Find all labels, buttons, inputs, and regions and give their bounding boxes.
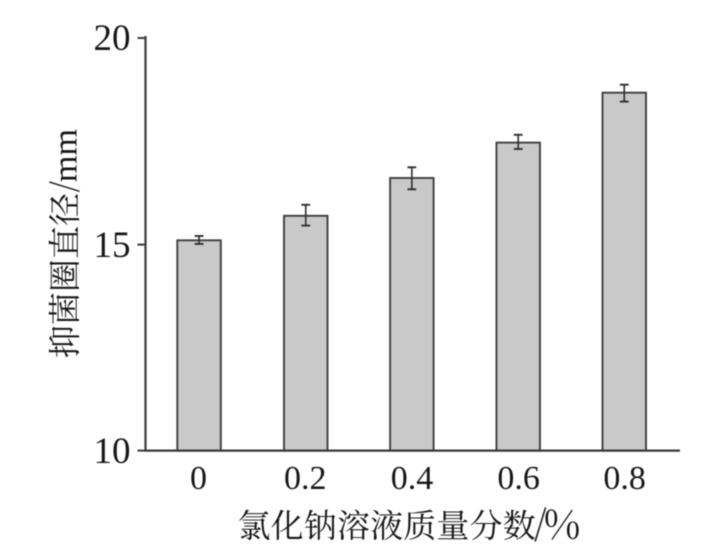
svg-text:0.8: 0.8 [603, 460, 646, 497]
svg-text:0.4: 0.4 [391, 460, 434, 497]
svg-text:10: 10 [94, 431, 131, 472]
svg-text:0: 0 [190, 460, 207, 497]
svg-text:15: 15 [94, 225, 131, 266]
svg-text:0.6: 0.6 [497, 460, 540, 497]
svg-text:20: 20 [94, 18, 131, 59]
svg-text:0.2: 0.2 [284, 460, 327, 497]
svg-text:mm: mm [47, 129, 85, 183]
